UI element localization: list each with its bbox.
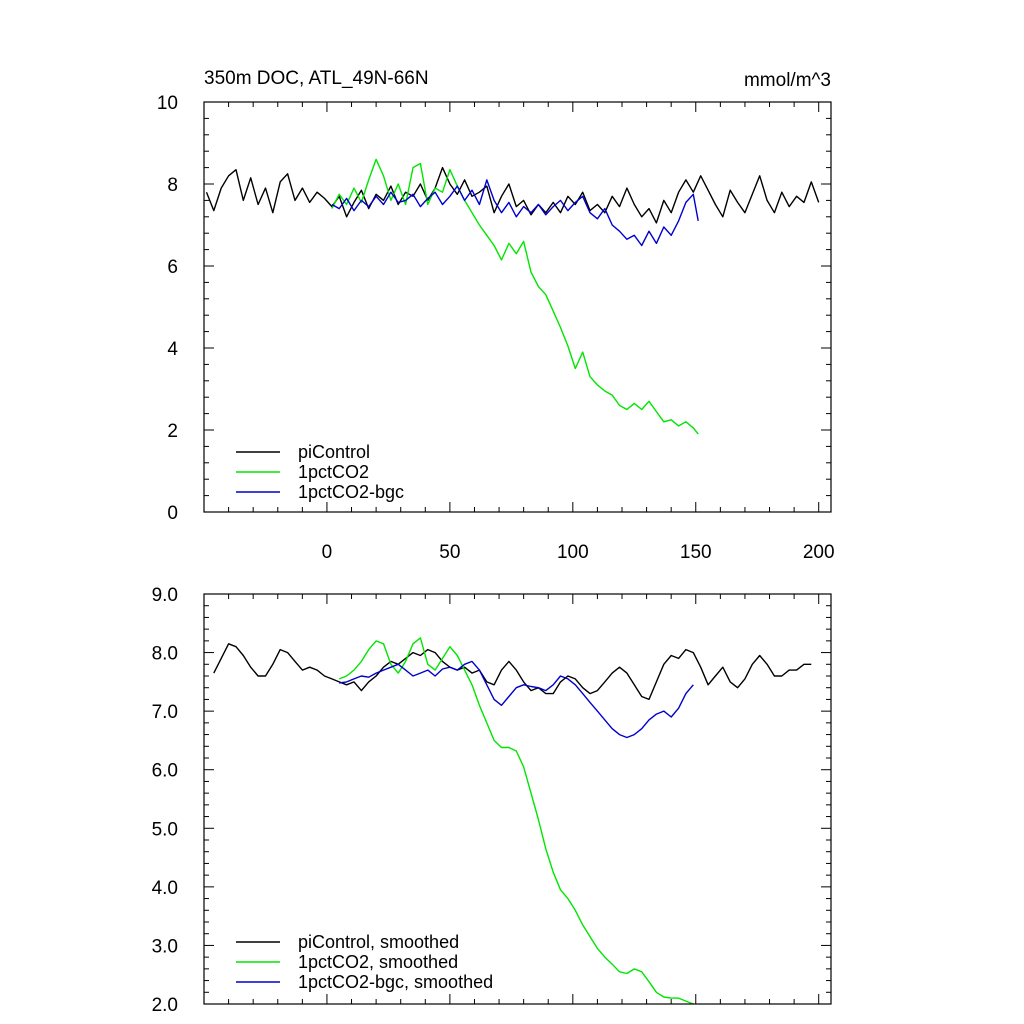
bottom-y-tick-label: 3.0 [152, 936, 178, 957]
bottom-panel-frame [203, 593, 832, 1005]
top-panel-frame [203, 101, 832, 513]
top-y-tick-label: 2 [167, 421, 178, 442]
top-y-tick-label: 0 [167, 503, 178, 524]
top-x-tick-label: 0 [322, 542, 333, 563]
bottom-y-tick-label: 8.0 [152, 644, 178, 665]
bottom-legend-label-2: 1pctCO2-bgc, smoothed [298, 972, 493, 992]
top-x-tick-label: 100 [557, 542, 589, 563]
top-series-line-2 [331, 179, 699, 247]
top-legend-label-1: 1pctCO2 [298, 462, 369, 482]
top-legend-label-0: piControl [298, 442, 370, 462]
top-y-tick-label: 4 [167, 339, 178, 360]
top-y-tick-label: 8 [167, 175, 178, 196]
bottom-y-tick-label: 4.0 [152, 878, 178, 899]
bottom-y-tick-label: 6.0 [152, 761, 178, 782]
bottom-y-tick-label: 5.0 [152, 819, 178, 840]
bottom-series-line-1 [338, 637, 694, 1005]
bottom-series-line-2 [339, 660, 694, 739]
bottom-y-tick-label: 2.0 [152, 995, 178, 1016]
bottom-y-tick-label: 9.0 [152, 585, 178, 606]
bottom-y-tick-label: 7.0 [152, 702, 178, 723]
top-y-tick-label: 10 [157, 93, 178, 114]
top-panel-units: mmol/m^3 [744, 70, 831, 91]
top-x-tick-label: 50 [439, 542, 460, 563]
bottom-series-line-0 [213, 643, 812, 701]
top-legend-label-2: 1pctCO2-bgc [298, 482, 404, 502]
bottom-panel: 2.0 3.0 4.0 5.0 6.0 7.0 8.0 9.0 piControl, smoo… [152, 585, 832, 1016]
top-series-line-0 [205, 166, 820, 224]
top-x-tick-label: 200 [803, 542, 835, 563]
top-panel-title: 350m DOC, ATL_49N-66N [204, 68, 429, 89]
top-y-tick-label: 6 [167, 257, 178, 278]
top-panel: 350m DOC, ATL_49N-66N mmol/m^3 0 50 100 150… [157, 68, 835, 563]
bottom-legend-label-0: piControl, smoothed [298, 932, 459, 952]
top-x-tick-label: 150 [680, 542, 712, 563]
bottom-legend-label-1: 1pctCO2, smoothed [298, 952, 458, 972]
